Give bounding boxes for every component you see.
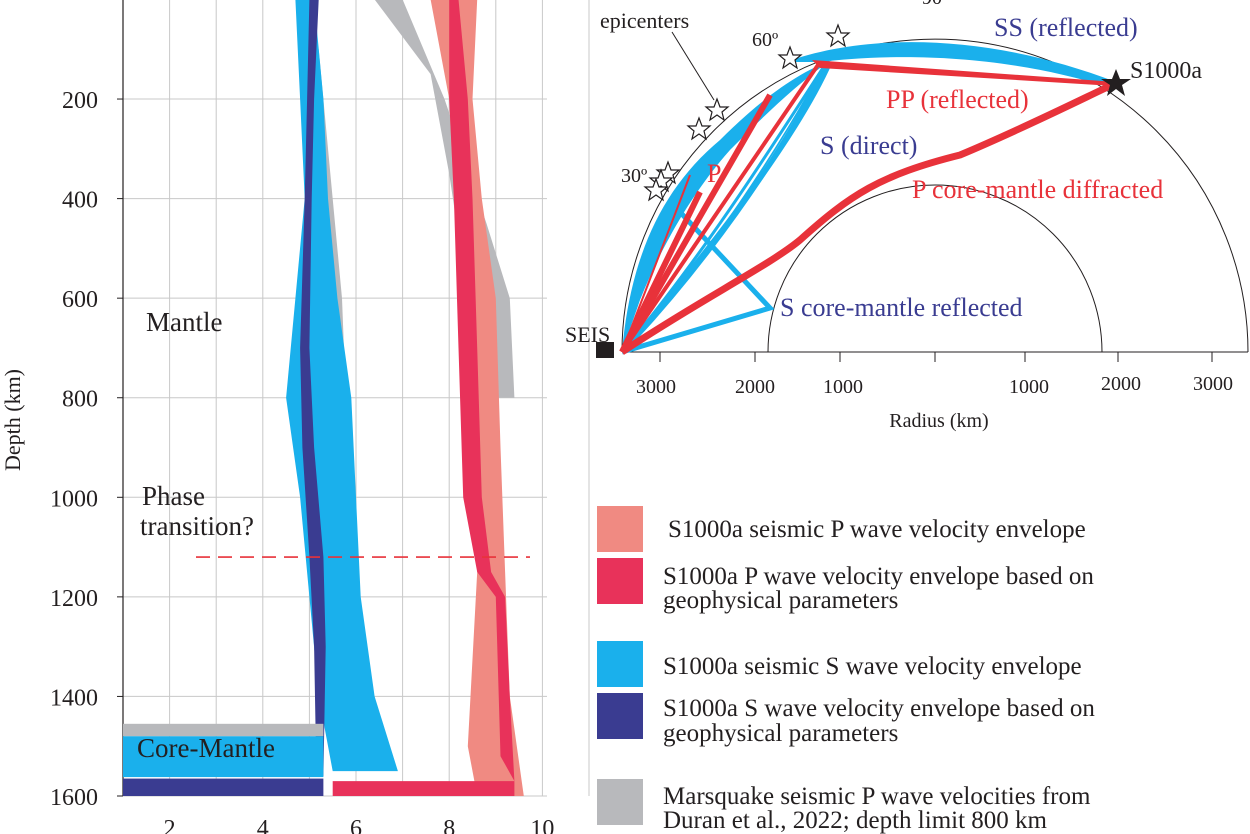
pp-reflected-path (812, 60, 1116, 86)
ss-reflected-path (786, 42, 1116, 88)
radius-ticks (659, 352, 1213, 362)
s-core-reflected-path (621, 210, 775, 355)
star-icon (777, 45, 803, 70)
angle-label-90: 90º (922, 0, 948, 9)
y-tick-label: 600 (62, 287, 98, 313)
y-tick-label: 1000 (50, 486, 98, 512)
legend-label-p-geophysical-1: S1000a P wave velocity envelope based on (663, 563, 1094, 590)
axis-ticks: 200 400 600 800 1000 1200 1400 1600 2 4 6 8 10 (50, 88, 554, 834)
legend-swatch-p-seismic (597, 506, 643, 552)
radius-axis-label: Radius (km) (889, 410, 988, 432)
y-tick-label: 800 (62, 387, 98, 413)
core-boundary-arc (767, 184, 1103, 353)
envelope-series-5 (300, 0, 326, 777)
x-tick-label: 6 (350, 816, 362, 834)
star-icon (686, 116, 712, 141)
y-tick-label: 400 (62, 188, 98, 214)
epicenter-stars (643, 23, 851, 202)
velocity-depth-chart: 200 400 600 800 1000 1200 1400 1600 2 4 6 8 10 Depth… (0, 0, 590, 834)
epicenter-leader (671, 31, 715, 101)
radius-tick-5: 2000 (1101, 373, 1141, 395)
s-direct-label: S (direct) (820, 131, 917, 160)
legend-label-p-seismic: S1000a seismic P wave velocity envelope (668, 516, 1086, 543)
ss-label: SS (reflected) (994, 13, 1138, 42)
radius-tick-2: 2000 (735, 376, 775, 398)
y-tick-label: 1200 (50, 586, 98, 612)
event-label: S1000a (1130, 58, 1202, 84)
y-tick-label: 1400 (50, 685, 98, 711)
legend-swatch-s-seismic (597, 641, 643, 687)
x-tick-label: 8 (443, 816, 455, 834)
angle-label-30: 30º (621, 165, 647, 187)
radius-tick-1: 3000 (636, 376, 676, 398)
core-mantle-navy-band (123, 778, 324, 796)
angle-label-60: 60º (752, 29, 778, 51)
core-mantle-blue-band (123, 736, 324, 778)
s-reflected-label: S core-mantle reflected (780, 293, 1023, 322)
core-mantle-grey-band (123, 723, 324, 737)
p-direct-paths (619, 60, 822, 354)
p-diffracted-path (620, 80, 1116, 355)
p-diffracted-label: P core-mantle diffracted (912, 175, 1163, 204)
y-tick-label: 1600 (50, 785, 98, 811)
seis-label: SEIS (565, 322, 610, 347)
radius-tick-4: 1000 (1009, 376, 1049, 398)
star-icon (704, 97, 730, 122)
legend-label-s-seismic: S1000a seismic S wave velocity envelope (663, 653, 1082, 680)
p-label: P (707, 159, 721, 188)
pp-label: PP (reflected) (886, 85, 1029, 114)
legend-label-marsquake-1: Marsquake seismic P wave velocities from (663, 783, 1091, 810)
star-icon (643, 177, 669, 202)
core-mantle-label: Core-Mantle (137, 733, 275, 763)
mantle-label: Mantle (146, 307, 222, 337)
s-direct-paths (620, 59, 833, 354)
velocity-envelopes (123, 0, 524, 796)
legend-label-s-geophysical-2: geophysical parameters (663, 720, 898, 747)
s-wave-surface-band (622, 58, 838, 352)
legend-swatch-marsquake (597, 779, 643, 825)
epicenters-label: epicenters (600, 8, 689, 33)
planet-surface-arc (621, 38, 1249, 353)
legend-label-p-geophysical-2: geophysical parameters (663, 587, 898, 614)
phase-label-1: Phase (142, 481, 205, 511)
legend: S1000a seismic P wave velocity envelope … (597, 506, 1095, 834)
y-tick-label: 200 (62, 88, 98, 114)
event-star-icon (1101, 69, 1131, 96)
seis-station-icon (596, 342, 614, 358)
x-tick-label: 4 (257, 816, 269, 834)
ray-path-diagram: epicenters 30º 60º 90º SS (reflected) S1… (565, 0, 1249, 432)
legend-label-marsquake-2: Duran et al., 2022; depth limit 800 km (663, 807, 1048, 834)
star-icon (825, 23, 851, 48)
x-tick-label: 10 (530, 816, 554, 834)
x-tick-label: 2 (164, 816, 176, 834)
y-axis-label: Depth (km) (0, 369, 25, 471)
phase-label-2: transition? (140, 511, 254, 541)
legend-label-s-geophysical-1: S1000a S wave velocity envelope based on (663, 695, 1095, 722)
legend-swatch-s-geophysical (597, 693, 643, 739)
radius-tick-3: 1000 (823, 376, 863, 398)
envelope-series-3 (332, 0, 515, 796)
legend-swatch-p-geophysical (597, 558, 643, 604)
radius-tick-6: 3000 (1193, 373, 1233, 395)
